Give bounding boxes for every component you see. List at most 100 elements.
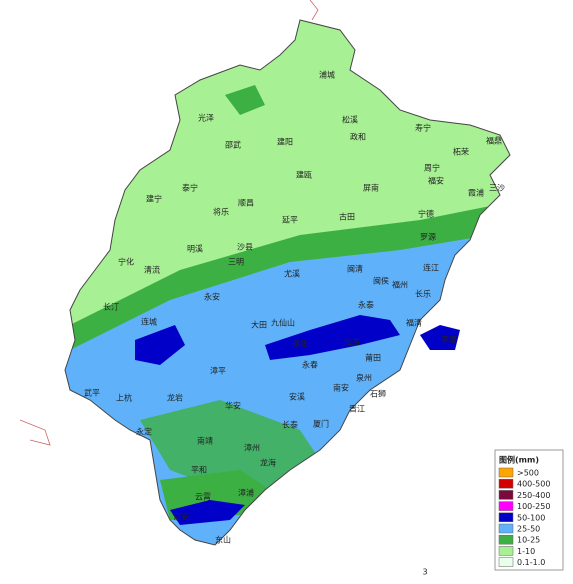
place-label: 泉州: [356, 373, 372, 383]
place-label: 南靖: [197, 436, 213, 446]
place-label: 永春: [302, 360, 318, 370]
place-label: 屏南: [363, 183, 379, 193]
place-label: 宁德: [418, 209, 434, 219]
page-mark: 3: [422, 568, 427, 577]
place-label: 罗源: [420, 233, 436, 242]
place-label: 延平: [282, 215, 298, 225]
place-label: 政和: [350, 132, 366, 142]
place-label: 长汀: [103, 302, 119, 312]
place-label: 仙游: [344, 337, 360, 347]
place-label: 霞浦: [468, 188, 484, 198]
place-label: 闽清: [347, 264, 363, 274]
place-label: 永安: [204, 292, 220, 302]
place-label: 安溪: [289, 392, 305, 402]
legend-label: >500: [517, 469, 539, 478]
boundary: [19, 419, 51, 446]
place-label: 建宁: [146, 194, 162, 204]
place-label: 漳浦: [238, 488, 254, 498]
place-label: 厦门: [313, 419, 329, 429]
place-label: 武平: [84, 388, 100, 398]
place-label: 建阳: [277, 137, 293, 147]
place-label: 泰宁: [182, 183, 198, 193]
legend-swatch: [498, 546, 514, 556]
place-label: 福安: [428, 176, 444, 186]
legend-label: 250-400: [517, 491, 550, 500]
place-label: 莆田: [365, 353, 381, 363]
place-label: 平潭: [441, 336, 457, 345]
place-label: 长乐: [415, 289, 431, 299]
legend-swatch: [498, 557, 514, 567]
place-label: 古田: [339, 212, 355, 222]
place-label: 寿宁: [415, 123, 431, 133]
area-50-100: [265, 315, 400, 360]
place-label: 连江: [423, 263, 439, 273]
place-label: 龙岩: [167, 393, 183, 403]
legend-label: 1-10: [517, 547, 535, 556]
place-label: 邵武: [225, 140, 241, 150]
place-label: 平和: [191, 466, 207, 475]
legend-label: 400-500: [517, 480, 550, 489]
place-label: 福州: [392, 281, 408, 290]
place-label: 永泰: [358, 300, 374, 310]
place-label: 福清: [406, 318, 422, 328]
place-label: 清流: [144, 265, 160, 275]
legend-swatch: [498, 490, 514, 500]
legend-swatch: [498, 523, 514, 534]
place-label: 明溪: [187, 244, 203, 254]
legend-swatch: [498, 512, 514, 523]
place-label: 闽侯: [373, 277, 389, 286]
place-label: 大田: [251, 320, 267, 330]
place-label: 上杭: [116, 393, 132, 403]
place-label: 云霄: [195, 493, 211, 502]
place-label: 漳平: [210, 366, 226, 376]
place-label: 柘荣: [453, 147, 469, 157]
place-label: 龙海: [260, 458, 276, 468]
area-50-100: [170, 500, 245, 525]
legend-swatch: [498, 501, 514, 511]
legend-swatch: [498, 478, 514, 489]
legend-label: 10-25: [517, 536, 540, 545]
place-label: 沙县: [237, 243, 253, 252]
place-label: 连城: [141, 317, 157, 327]
place-label: 顺昌: [238, 199, 254, 208]
legend-title: 图例(mm): [499, 455, 539, 465]
place-label: 光泽: [198, 113, 214, 123]
place-label: 将乐: [213, 207, 229, 217]
legend-swatch: [498, 534, 514, 545]
place-label: 晋江: [349, 405, 365, 414]
place-label: 诏安: [173, 512, 189, 522]
place-label: 南安: [333, 383, 349, 393]
place-label: 周宁: [424, 163, 440, 173]
place-label: 建瓯: [296, 170, 312, 180]
place-label: 浦城: [319, 70, 335, 80]
place-label: 石狮: [370, 390, 386, 399]
legend-label: 25-50: [517, 525, 540, 534]
place-label: 松溪: [342, 115, 358, 125]
place-label: 华安: [225, 401, 241, 411]
place-label: 长泰: [282, 420, 298, 430]
place-label: 东山: [215, 535, 231, 545]
place-label: 尤溪: [284, 269, 300, 279]
place-label: 德化: [292, 339, 308, 349]
area-10-25: [140, 400, 320, 500]
place-label: 永定: [136, 427, 152, 437]
area-10-25: [225, 85, 265, 115]
place-label: 三沙: [489, 184, 505, 193]
boundary: [309, 0, 319, 21]
place-label: 福鼎: [486, 137, 502, 146]
legend-label: 50-100: [517, 513, 545, 522]
legend-swatch: [498, 467, 514, 478]
place-label: 漳州: [244, 443, 260, 453]
place-label: 九仙山: [271, 318, 295, 328]
island-rain: [420, 325, 460, 350]
legend-label: 0.1-1.0: [517, 558, 545, 567]
place-label: 三明: [228, 258, 244, 267]
place-label: 宁化: [118, 257, 134, 267]
area-50-100: [135, 325, 185, 365]
legend: 图例(mm) >500 400-500 250-400 100-250 50-100 25…: [494, 449, 564, 571]
legend-label: 100-250: [517, 502, 550, 511]
